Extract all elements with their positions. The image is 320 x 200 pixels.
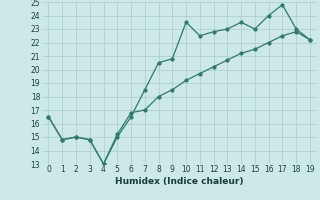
- X-axis label: Humidex (Indice chaleur): Humidex (Indice chaleur): [115, 177, 244, 186]
